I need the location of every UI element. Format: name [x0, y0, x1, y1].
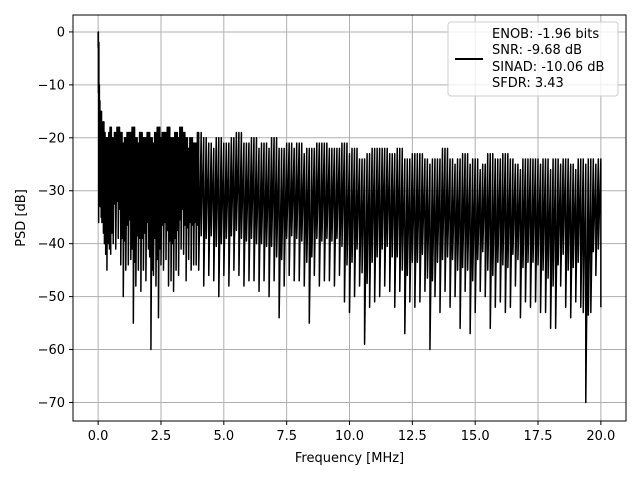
- x-tick-label: 10.0: [335, 429, 364, 444]
- x-tick-label: 17.5: [524, 429, 553, 444]
- y-tick-label: −30: [38, 184, 65, 199]
- y-tick-label: −40: [38, 237, 65, 252]
- legend-box: [447, 21, 619, 97]
- x-tick-label: 20.0: [586, 429, 615, 444]
- y-tick-label: 0: [57, 25, 65, 40]
- x-tick-label: 7.5: [276, 429, 297, 444]
- tick-layer: 0.0 2.5 5.0 7.5 10.0 12.5 15.0 17.5 20.0 0 −10 −20 −…: [38, 25, 616, 444]
- y-axis-label: PSD [dB]: [14, 189, 29, 247]
- x-axis-label: Frequency [MHz]: [295, 451, 404, 466]
- x-tick-label: 12.5: [398, 429, 427, 444]
- y-tick-label: −50: [38, 290, 65, 305]
- legend-sinad: SINAD: -10.06 dB: [492, 60, 604, 75]
- y-tick-label: −10: [38, 78, 65, 93]
- x-tick-label: 5.0: [213, 429, 234, 444]
- y-tick-label: −60: [38, 343, 65, 358]
- psd-series-line: [97, 31, 602, 404]
- y-tick-label: −20: [38, 131, 65, 146]
- x-tick-label: 2.5: [151, 429, 172, 444]
- legend-enob: ENOB: -1.96 bits: [492, 27, 599, 42]
- y-tick-label: −70: [38, 396, 65, 411]
- legend-snr: SNR: -9.68 dB: [492, 43, 582, 58]
- legend-sfdr: SFDR: 3.43: [492, 76, 564, 91]
- x-tick-label: 15.0: [461, 429, 490, 444]
- legend: ENOB: -1.96 bits SNR: -9.68 dB SINAD: -1…: [447, 21, 619, 97]
- x-tick-label: 0.0: [88, 429, 109, 444]
- series-layer: [97, 31, 602, 404]
